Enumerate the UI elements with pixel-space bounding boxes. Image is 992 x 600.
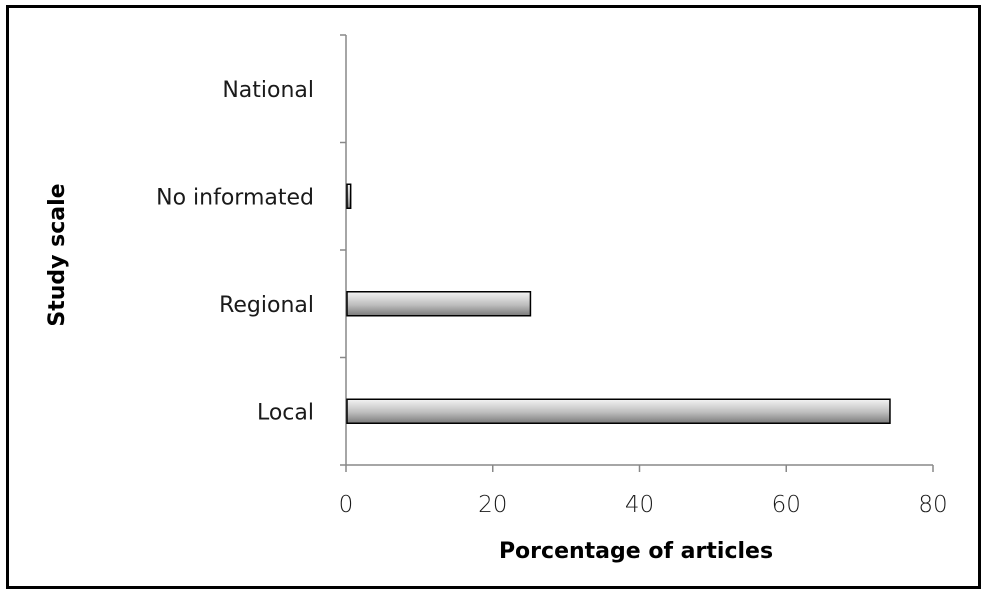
x-tick-label: 0	[339, 492, 354, 518]
bar-regional	[346, 291, 532, 317]
axes	[340, 34, 934, 472]
category-label: National	[222, 78, 314, 103]
x-tick-label: 60	[772, 492, 801, 518]
x-tick-label: 20	[478, 492, 507, 518]
y-axis-title: Study scale	[45, 183, 70, 326]
bar-no-informated	[346, 183, 352, 209]
category-label: Regional	[219, 293, 314, 318]
category-labels: Local Regional No informated National	[156, 78, 314, 426]
bars	[346, 183, 891, 424]
category-label: Local	[257, 400, 314, 425]
tick-labels: 0 20 40 60 80	[339, 492, 948, 518]
x-tick-label: 80	[918, 492, 947, 518]
category-label: No informated	[156, 185, 314, 210]
x-tick-label: 40	[625, 492, 654, 518]
x-axis-title: Porcentage of articles	[499, 539, 773, 564]
bar-local	[346, 398, 891, 424]
